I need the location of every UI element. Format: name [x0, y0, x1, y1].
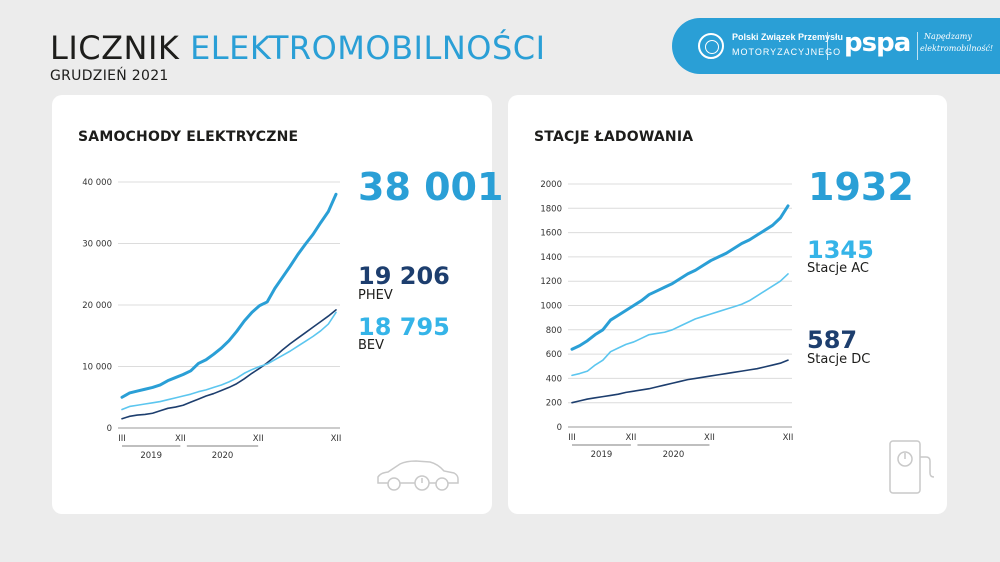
- y-tick-label: 2000: [540, 180, 562, 190]
- pzpm-name-line2: MOTORYZACYJNEGO: [732, 47, 842, 57]
- series-line-total: [570, 204, 790, 351]
- y-tick-label: 200: [546, 399, 562, 409]
- car-icon: [377, 460, 459, 491]
- pzpm-name-line1: Polski Związek Przemysłu: [732, 32, 844, 42]
- charging-station-icon: [889, 440, 935, 494]
- page-subtitle: GRUDZIEŃ 2021: [50, 68, 169, 84]
- page-title: LICZNIK ELEKTROMOBILNOŚCI: [50, 30, 546, 66]
- cars-total-value: 38 001: [358, 165, 504, 209]
- series-line-bev: [121, 311, 337, 411]
- series-line-dc: [571, 359, 789, 404]
- x-tick-label: XII: [331, 434, 342, 444]
- x-tick-label: XII: [625, 433, 636, 443]
- y-tick-label: 600: [546, 350, 562, 360]
- y-tick-label: 40 000: [82, 178, 112, 188]
- year-label: 2020: [663, 450, 685, 460]
- y-tick-label: 1600: [540, 229, 562, 239]
- partner-logos-bar: Polski Związek Przemysłu MOTORYZACYJNEGO…: [672, 18, 1000, 74]
- x-tick-label: XII: [253, 434, 264, 444]
- ac-value: 1345: [807, 236, 874, 264]
- logo-divider-2: [917, 32, 918, 60]
- pspa-tagline-line1: Napędzamy: [924, 32, 972, 41]
- y-tick-label: 30 000: [82, 240, 112, 250]
- x-tick-label: XII: [783, 433, 794, 443]
- y-tick-label: 1200: [540, 277, 562, 287]
- y-tick-label: 1000: [540, 302, 562, 312]
- cars-card-title: SAMOCHODY ELEKTRYCZNE: [78, 129, 299, 145]
- title-part-1: LICZNIK: [50, 29, 180, 67]
- stations-total-value: 1932: [808, 165, 914, 209]
- year-label: 2019: [140, 451, 162, 461]
- year-label: 2020: [212, 451, 234, 461]
- logo-divider: [827, 32, 828, 60]
- dc-label: Stacje DC: [807, 352, 871, 367]
- cars-chart: 0 10 000 20 000 30 000 40 000 III XII XII XII 201…: [82, 178, 342, 461]
- x-tick-label: III: [118, 434, 126, 444]
- phev-label: PHEV: [358, 288, 393, 303]
- header: LICZNIK ELEKTROMOBILNOŚCI GRUDZIEŃ 2021: [50, 30, 546, 84]
- cars-card: SAMOCHODY ELEKTRYCZNE 0 10 000 20 000 30 00…: [52, 95, 503, 514]
- series-line-total: [120, 192, 338, 399]
- pspa-logo: pspa: [844, 28, 911, 58]
- y-tick-label: 0: [557, 423, 562, 433]
- dc-value: 587: [807, 326, 858, 354]
- series-line-ac: [571, 273, 789, 377]
- bev-label: BEV: [358, 338, 385, 353]
- x-tick-label: III: [568, 433, 576, 443]
- ac-label: Stacje AC: [807, 261, 869, 276]
- y-tick-label: 1400: [540, 253, 562, 263]
- pzpm-emblem-icon: [698, 33, 724, 59]
- y-tick-label: 800: [546, 326, 562, 336]
- y-tick-label: 1800: [540, 204, 562, 214]
- series-line-phev: [121, 309, 337, 420]
- pspa-tagline-line2: elektromobilność!: [920, 44, 994, 53]
- year-label: 2019: [591, 450, 613, 460]
- x-tick-label: XII: [704, 433, 715, 443]
- y-tick-label: 10 000: [82, 363, 112, 373]
- phev-value: 19 206: [358, 262, 450, 290]
- title-part-2: ELEKTROMOBILNOŚCI: [190, 29, 546, 67]
- y-tick-label: 400: [546, 374, 562, 384]
- stations-card: STACJE ŁADOWANIA 0 200 400 600 800 1000 1200 14…: [508, 95, 947, 514]
- y-tick-label: 20 000: [82, 301, 112, 311]
- x-tick-label: XII: [175, 434, 186, 444]
- stations-card-title: STACJE ŁADOWANIA: [534, 129, 694, 145]
- stations-chart: 0 200 400 600 800 1000 1200 1400 1600 1800 2000 III…: [540, 180, 794, 460]
- y-tick-label: 0: [107, 424, 112, 434]
- bev-value: 18 795: [358, 313, 450, 341]
